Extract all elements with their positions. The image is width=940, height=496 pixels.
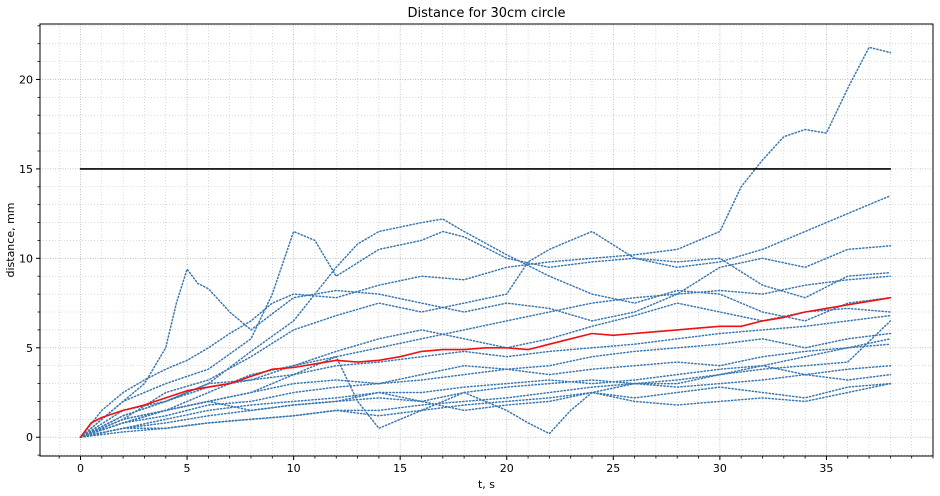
mean-series-line (79, 296, 892, 439)
x-tick-label: 25 (606, 462, 620, 475)
trial-series-line (79, 230, 892, 438)
trial-series-line (79, 218, 892, 438)
trial-series-line (79, 338, 892, 438)
trial-series-line (79, 302, 892, 438)
trial-series-line (79, 275, 892, 438)
trial-series-line (79, 314, 892, 438)
y-axis-label: distance, mm (4, 202, 17, 277)
trial-series-line (79, 382, 892, 438)
trial-series-line (79, 364, 892, 438)
x-tick-label: 0 (77, 462, 84, 475)
x-tick-label: 30 (713, 462, 727, 475)
y-tick-label: 20 (19, 73, 33, 86)
trial-series-line (79, 46, 892, 438)
x-tick-label: 15 (393, 462, 407, 475)
y-tick-label: 15 (19, 163, 33, 176)
x-tick-label: 5 (184, 462, 191, 475)
trial-series-line (79, 245, 892, 438)
series-layer (79, 46, 892, 439)
trial-series-line (79, 194, 892, 438)
trial-series-line (79, 373, 892, 438)
trial-series-line (79, 343, 892, 438)
plot-frame (39, 23, 934, 457)
chart-title: Distance for 30cm circle (407, 6, 565, 21)
y-tick-label: 0 (26, 431, 33, 444)
ticks-layer: 0 5 10 15 20 25 30 35 0 5 10 15 20 (19, 25, 934, 475)
y-tick-label: 10 (19, 252, 33, 265)
x-tick-label: 35 (819, 462, 833, 475)
x-axis-label: t, s (478, 478, 495, 491)
y-tick-label: 5 (26, 342, 33, 355)
trial-series-line (79, 320, 892, 438)
x-tick-label: 10 (287, 462, 301, 475)
x-tick-label: 20 (500, 462, 514, 475)
